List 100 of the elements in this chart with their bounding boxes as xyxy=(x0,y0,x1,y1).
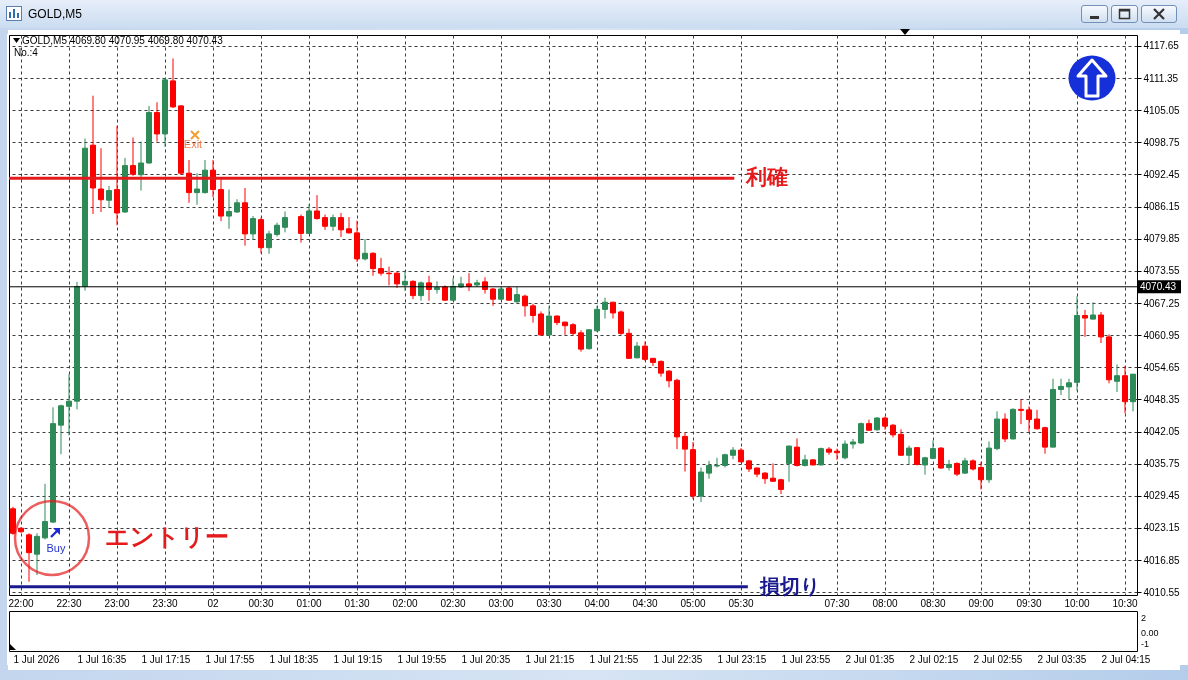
x-tick-label: 09:00 xyxy=(967,597,994,609)
x-tick-label: 07:30 xyxy=(823,597,850,609)
candlestick xyxy=(225,189,232,230)
x-tick-label: 08:00 xyxy=(871,597,898,609)
y-tick-label: 4060.95 xyxy=(1143,329,1180,341)
x-tick-label: 02 xyxy=(206,597,219,609)
x-tick-label: 01:00 xyxy=(295,597,322,609)
candlestick xyxy=(529,303,536,324)
candlestick xyxy=(729,446,736,460)
candlestick xyxy=(849,438,856,450)
candlestick xyxy=(193,172,200,206)
candlestick xyxy=(1097,311,1104,344)
y-tick-label: 4023.15 xyxy=(1143,522,1180,534)
candlestick xyxy=(265,230,272,255)
category-label: 2 Jul 03:35 xyxy=(1037,653,1087,665)
candlestick xyxy=(105,185,112,208)
x-tick-label: 05:00 xyxy=(679,597,706,609)
candlestick xyxy=(617,309,624,336)
ref-line-label: 利確 xyxy=(744,165,788,189)
x-tick-label: 09:30 xyxy=(1015,597,1042,609)
annotation: Buy xyxy=(46,542,66,554)
annotation: No.:4 xyxy=(13,47,38,58)
y-tick-label: 4105.05 xyxy=(1143,104,1180,116)
candlestick xyxy=(561,321,568,336)
y-tick-label: 4086.15 xyxy=(1143,201,1180,213)
y-tick-label: 4092.45 xyxy=(1143,168,1180,180)
category-label: 1 Jul 18:35 xyxy=(269,653,319,665)
category-label: 2 Jul 01:35 xyxy=(845,653,895,665)
text: -1 xyxy=(1140,639,1149,649)
candlestick xyxy=(897,428,904,457)
x-tick-label: 01:30 xyxy=(343,597,370,609)
candlestick xyxy=(601,297,608,320)
candlestick xyxy=(705,460,712,480)
candlestick xyxy=(1033,409,1040,431)
candlestick xyxy=(401,270,408,292)
candlestick xyxy=(481,276,488,295)
candlestick xyxy=(409,279,416,300)
x-tick-label: 03:30 xyxy=(535,597,562,609)
candlestick xyxy=(593,305,600,333)
category-label: 2 Jul 02:55 xyxy=(973,653,1023,665)
category-label: 1 Jul 20:35 xyxy=(461,653,511,665)
candlestick xyxy=(1113,363,1120,393)
y-tick-label: 4073.55 xyxy=(1143,265,1180,277)
candlestick xyxy=(97,147,104,213)
y-tick-label: 4098.75 xyxy=(1143,136,1180,148)
candlestick xyxy=(681,431,688,473)
y-tick-label: 4067.25 xyxy=(1143,297,1180,309)
candlestick xyxy=(921,456,928,476)
candlestick xyxy=(793,437,800,467)
candlestick xyxy=(1025,405,1032,433)
annotation: エントリー xyxy=(104,523,229,550)
category-label: 1 Jul 22:35 xyxy=(653,653,703,665)
category-label: 1 Jul 21:55 xyxy=(589,653,639,665)
x-tick-label: 10:00 xyxy=(1063,597,1090,609)
candlestick xyxy=(113,125,120,226)
x-tick-label: 03:00 xyxy=(487,597,514,609)
x-tick-label: 04:30 xyxy=(631,597,658,609)
category-label: 1 Jul 17:15 xyxy=(141,653,191,665)
candlestick xyxy=(137,141,144,192)
x-tick-label: 22:00 xyxy=(7,597,34,609)
candlestick xyxy=(65,373,72,436)
candlestick xyxy=(249,215,256,241)
x-tick-label: 02:00 xyxy=(391,597,418,609)
chart-title: GOLD,M5 xyxy=(28,7,83,21)
candlestick xyxy=(841,439,848,460)
y-tick-label: 4042.05 xyxy=(1143,426,1180,438)
text: 2 xyxy=(1140,613,1146,623)
candlestick xyxy=(585,328,592,351)
candlestick xyxy=(641,341,648,362)
y-tick-label: 4111.35 xyxy=(1143,72,1179,84)
candlestick xyxy=(129,137,136,177)
candlestick xyxy=(449,277,456,302)
category-label: 1 Jul 21:15 xyxy=(525,653,575,665)
x-tick-label: 23:00 xyxy=(103,597,130,609)
candlestick xyxy=(905,445,912,465)
annotation: Exit xyxy=(183,138,202,150)
candlestick xyxy=(305,203,312,235)
category-label: 1 Jul 16:35 xyxy=(77,653,127,665)
candlestick xyxy=(33,532,40,576)
candlestick xyxy=(1089,301,1096,321)
annotation: GOLD,M5 4069.80 4070.95 4069.80 4070.43 xyxy=(21,35,223,46)
candlestick xyxy=(785,445,792,483)
candlestick xyxy=(1017,398,1024,425)
y-tick-label: 4016.85 xyxy=(1143,554,1180,566)
candlestick xyxy=(433,280,440,295)
category-label: 1 Jul 23:55 xyxy=(781,653,831,665)
candlestick xyxy=(513,285,520,304)
candlestick xyxy=(369,251,376,277)
category-label: 1 Jul 19:55 xyxy=(397,653,447,665)
x-tick-label: 23:30 xyxy=(151,597,178,609)
candlestick xyxy=(577,329,584,353)
ref-line-label: 4070.43 xyxy=(1139,280,1177,292)
candlestick xyxy=(41,483,48,540)
candlestick xyxy=(537,310,544,336)
candlestick xyxy=(297,214,304,244)
candlestick xyxy=(313,194,320,221)
candlestick xyxy=(1001,412,1008,443)
candlestick xyxy=(769,462,776,483)
x-tick-label: 22:30 xyxy=(55,597,82,609)
x-tick-label: 10:30 xyxy=(1111,597,1138,609)
